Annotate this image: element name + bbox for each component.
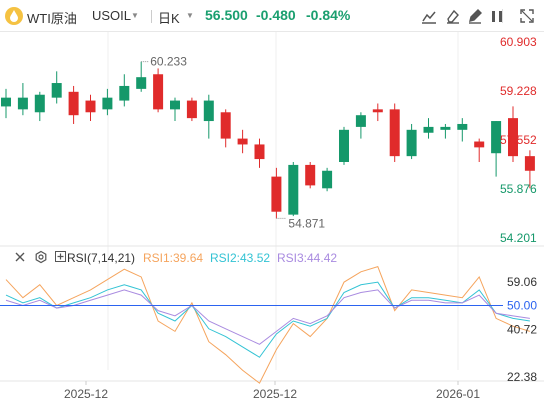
price-tick-label: 55.876 — [500, 182, 537, 196]
candle[interactable] — [186, 97, 197, 122]
candle[interactable] — [203, 94, 214, 139]
rsi-tick-label: 40.72 — [507, 323, 537, 337]
price-tick-label: 57.552 — [500, 133, 537, 147]
eye-icon[interactable] — [488, 7, 506, 25]
oil-drop-icon — [5, 7, 23, 25]
low-annotation: 54.871 — [288, 216, 325, 230]
price-tick-label: 60.903 — [500, 35, 537, 49]
close-indicator-icon[interactable] — [14, 251, 26, 263]
header-divider — [151, 10, 152, 23]
price-tick-label: 59.228 — [500, 84, 537, 98]
candle[interactable] — [254, 138, 265, 168]
last-price: 56.500 — [205, 7, 248, 23]
period-dropdown-icon[interactable]: ▼ — [186, 11, 194, 20]
candle[interactable] — [339, 126, 349, 165]
candle[interactable] — [423, 118, 434, 139]
price-change: -0.480 — [256, 7, 296, 23]
symbol-name[interactable]: WTI原油 — [27, 11, 77, 26]
price-tick-label: 54.201 — [500, 231, 537, 245]
expand-indicator-icon[interactable] — [55, 251, 66, 262]
rsi-tick-label: 59.06 — [507, 275, 537, 289]
x-tick-label: 2026-01 — [436, 387, 480, 401]
candle[interactable] — [491, 121, 502, 177]
candle[interactable] — [288, 161, 299, 217]
chart-canvas[interactable]: 60.903 59.228 57.552 55.876 54.201 59.06 50.0… — [0, 32, 544, 403]
rsi-line-rsi1 — [5, 266, 531, 384]
candle[interactable] — [51, 71, 62, 104]
candle[interactable] — [1, 88, 11, 119]
candle[interactable] — [524, 150, 535, 189]
candle[interactable] — [136, 61, 147, 92]
candle[interactable] — [271, 167, 282, 219]
high-annotation: 60.233 — [150, 55, 187, 69]
toolbar-divider — [502, 9, 503, 23]
chart-header: WTI原油 USOIL ▼ 日K ▼ 56.500 -0.480 -0.84% — [0, 0, 544, 32]
fullscreen-icon[interactable] — [518, 7, 536, 25]
gear-icon[interactable] — [34, 250, 48, 264]
candle[interactable] — [440, 123, 451, 139]
price-change-percent: -0.84% — [306, 7, 351, 23]
eraser-icon[interactable] — [444, 7, 462, 25]
candle[interactable] — [68, 85, 79, 124]
x-tick-label: 2025-12 — [253, 387, 297, 401]
candle[interactable] — [305, 161, 316, 189]
symbol-dropdown-icon[interactable]: ▼ — [131, 11, 139, 20]
candle[interactable] — [389, 103, 400, 162]
candle[interactable] — [508, 106, 518, 162]
rsi-tick-label: 22.38 — [507, 370, 537, 384]
candle[interactable] — [406, 123, 417, 160]
candle[interactable] — [237, 129, 248, 154]
rsi-line-rsi2 — [5, 281, 530, 358]
pen-tool-icon[interactable] — [466, 7, 484, 25]
candle[interactable] — [457, 118, 468, 142]
candle[interactable] — [17, 83, 28, 116]
candle[interactable] — [153, 68, 164, 113]
rsi1-value: RSI1:39.64 — [143, 251, 204, 265]
line-tool-icon[interactable] — [420, 7, 438, 25]
candle[interactable] — [85, 94, 96, 122]
candle[interactable] — [34, 91, 45, 122]
candle[interactable] — [220, 109, 231, 148]
header-border — [0, 31, 544, 32]
symbol-code[interactable]: USOIL — [92, 8, 132, 23]
x-tick-label: 2025-12 — [64, 387, 108, 401]
candle[interactable] — [355, 112, 366, 139]
candle[interactable] — [170, 97, 180, 122]
candle[interactable] — [474, 138, 485, 162]
rsi-indicator-title: RSI(7,14,21) — [67, 251, 136, 265]
rsi-tick-label: 50.00 — [507, 298, 537, 312]
candle[interactable] — [372, 103, 383, 122]
rsi-line-rsi3 — [5, 289, 530, 345]
rsi2-value: RSI2:43.52 — [210, 251, 271, 265]
rsi3-value: RSI3:44.42 — [277, 251, 338, 265]
candle[interactable] — [322, 167, 333, 192]
period-selector[interactable]: 日K — [158, 11, 180, 26]
candle[interactable] — [119, 74, 130, 107]
candle[interactable] — [102, 88, 113, 116]
